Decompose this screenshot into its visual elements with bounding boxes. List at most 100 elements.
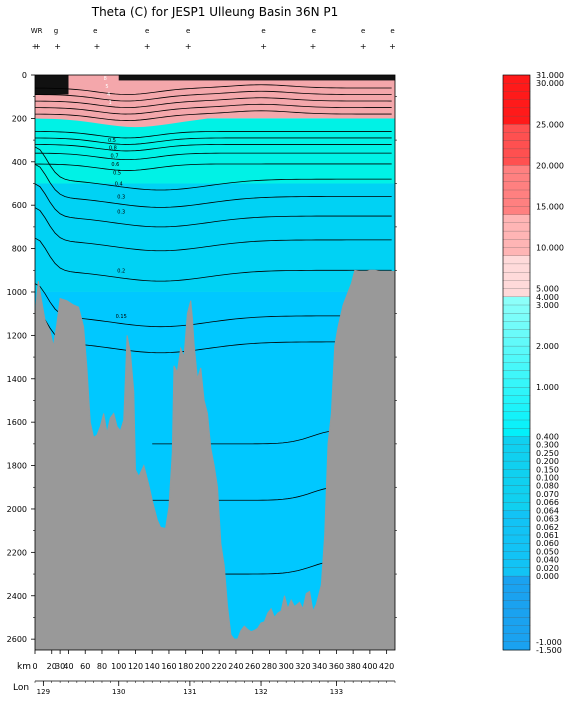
y-axis: 0 200 400 600 800 1000 1200 1400 1600 1800 2000 220… [7,71,397,644]
contour-label: 0.7 [111,153,119,159]
station-code: e [261,27,265,35]
isotherm [35,207,392,252]
colorbar-cell [502,592,531,602]
colorbar-cell [502,510,531,519]
isotherm [35,90,392,102]
colorbar-cell [502,247,531,257]
colorbar-cell [502,584,531,593]
colorbar-label: 4.000 [536,293,559,302]
colorbar-label: 0.150 [536,465,559,474]
colorbar-cell [502,280,531,289]
y-tick-label: 2400 [7,592,27,601]
colorbar-cell [502,329,531,339]
surface-contour-label: 8 [104,76,107,82]
lon-axis: 129 130 131 132 133 [34,680,396,696]
colorbar-cell [502,608,531,618]
y-tick-label: 1600 [7,418,27,427]
station-code: e [390,27,394,35]
isotherm [35,152,392,161]
colorbar-cell [502,452,531,462]
isotherm [35,137,392,145]
colorbar-cell [502,485,531,495]
colorbar-cell [502,362,531,372]
colorbar-label: -1.500 [536,646,562,655]
station-code: WR [31,27,43,35]
zone-thermocline [35,118,395,184]
y-tick-label: 1800 [7,462,27,471]
chart-title: Theta (C) for JESP1 Ulleung Basin 36N P1 [91,5,339,19]
isotherm [35,144,392,152]
colorbar-label: 0.062 [536,523,559,532]
y-tick-label: 800 [12,245,27,254]
isotherm [35,309,392,354]
colorbar-label: 31.000 [536,71,564,80]
colorbar-cell [502,148,531,158]
isotherm [35,97,392,108]
colorbar-label: 0.040 [536,556,559,565]
surface-contour-label: 1 [109,100,112,106]
station-marks: ++ + + + + + + + + [32,42,396,51]
isotherm [35,163,392,171]
colorbar-cell [502,239,531,248]
colorbar-cell [502,296,531,306]
colorbar-cell [502,222,531,232]
colorbar-label: 0.060 [536,539,559,548]
colorbar-cell [502,625,531,634]
colorbar-cell [502,214,531,224]
colorbar-label: 0.250 [536,449,559,458]
colorbar-label: 0.070 [536,490,559,499]
colorbar-cell [502,551,531,561]
colorbar-label: 0.100 [536,474,559,483]
x-tick-label: 40 [63,662,73,671]
y-tick-label: 600 [12,201,27,210]
colorbar-label: 5.000 [536,285,559,294]
station-code: e [312,27,316,35]
x-tick-label: 260 [245,662,260,671]
contour-label: 0.6 [111,162,119,168]
colorbar-cell [502,567,531,577]
contour-label: 0.4 [115,181,123,187]
colorbar-cell [502,198,531,207]
colorbar-cell [502,502,531,511]
colorbar-cell [502,132,531,142]
colorbar-label: 0.063 [536,515,559,524]
surface-contour-label: 4 [107,92,110,98]
colorbar-label: 25.000 [536,120,564,129]
colorbar-cell [502,345,531,355]
contour-label: 0.3 [117,195,125,201]
isotherm [35,131,392,139]
lon-tick-label: 131 [183,688,196,696]
colorbar-cell [502,124,531,133]
plot-frame [34,74,396,651]
colorbar-label: 0.066 [536,498,559,507]
colorbar-cell [502,526,531,536]
x-tick-label: 160 [161,662,176,671]
colorbar-label: 1.000 [536,383,559,392]
colorbar-label: 0.000 [536,572,559,581]
lon-tick-label: 132 [254,688,267,696]
x-tick-label: 80 [97,662,107,671]
station-mark: + [144,42,151,51]
y-tick-label: 1400 [7,375,27,384]
colorbar-label: 3.000 [536,301,559,310]
y-tick-label: 2000 [7,505,27,514]
station-mark: + [310,42,317,51]
colorbar-cell [502,370,531,380]
x-tick-label: 320 [295,662,310,671]
y-tick-label: 1000 [7,288,27,297]
colorbar-frame [502,74,531,651]
y-tick-label: 2200 [7,548,27,557]
station-code: g [54,27,58,35]
y-tick-label: 200 [12,114,27,123]
contour-labels: 0.5 0.80.7 0.6 0.5 0.4 0.3 0.3 0.2 0.15 8 5 4 1 [104,76,127,320]
colorbar-label: 0.300 [536,441,559,450]
colorbar-label: 0.080 [536,482,559,491]
colorbar-cell [502,395,531,404]
colorbar-cell [502,428,531,437]
x-tick-label: 100 [111,662,126,671]
colorbar-cell [502,230,531,240]
colorbar-cell [502,403,531,413]
colorbar-cell [502,444,531,454]
